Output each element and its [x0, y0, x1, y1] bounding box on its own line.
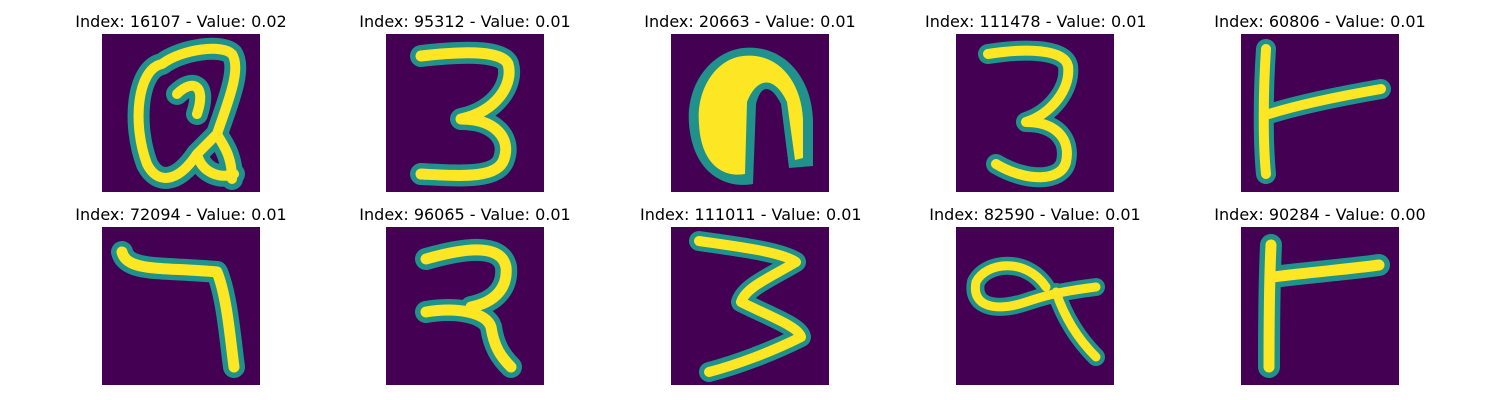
panel-title: Index: 111011 - Value: 0.01	[640, 205, 862, 224]
digit-image	[671, 34, 829, 192]
digit-image	[386, 227, 544, 385]
panel-title: Index: 82590 - Value: 0.01	[929, 205, 1141, 224]
digit-image	[671, 227, 829, 385]
digit-image	[386, 34, 544, 192]
panel-1: Index: 16107 - Value: 0.02	[71, 12, 291, 192]
digit-image	[1241, 227, 1399, 385]
panel-6: Index: 72094 - Value: 0.01	[71, 205, 291, 385]
panel-4: Index: 111478 - Value: 0.01	[925, 12, 1147, 192]
panel-title: Index: 20663 - Value: 0.01	[644, 12, 856, 31]
panel-3: Index: 20663 - Value: 0.01	[640, 12, 860, 192]
digit-image	[956, 227, 1114, 385]
panel-title: Index: 60806 - Value: 0.01	[1214, 12, 1426, 31]
panel-7: Index: 96065 - Value: 0.01	[355, 205, 575, 385]
panel-title: Index: 96065 - Value: 0.01	[359, 205, 571, 224]
panel-title: Index: 95312 - Value: 0.01	[359, 12, 571, 31]
panel-title: Index: 111478 - Value: 0.01	[925, 12, 1147, 31]
digit-image	[102, 227, 260, 385]
digit-image	[956, 34, 1114, 192]
panel-10: Index: 90284 - Value: 0.00	[1210, 205, 1430, 385]
digit-image	[102, 34, 260, 192]
panel-5: Index: 60806 - Value: 0.01	[1210, 12, 1430, 192]
panel-8: Index: 111011 - Value: 0.01	[640, 205, 862, 385]
panel-9: Index: 82590 - Value: 0.01	[925, 205, 1145, 385]
panel-title: Index: 90284 - Value: 0.00	[1214, 205, 1426, 224]
panel-title: Index: 16107 - Value: 0.02	[75, 12, 287, 31]
digit-image	[1241, 34, 1399, 192]
panel-title: Index: 72094 - Value: 0.01	[75, 205, 287, 224]
panel-2: Index: 95312 - Value: 0.01	[355, 12, 575, 192]
